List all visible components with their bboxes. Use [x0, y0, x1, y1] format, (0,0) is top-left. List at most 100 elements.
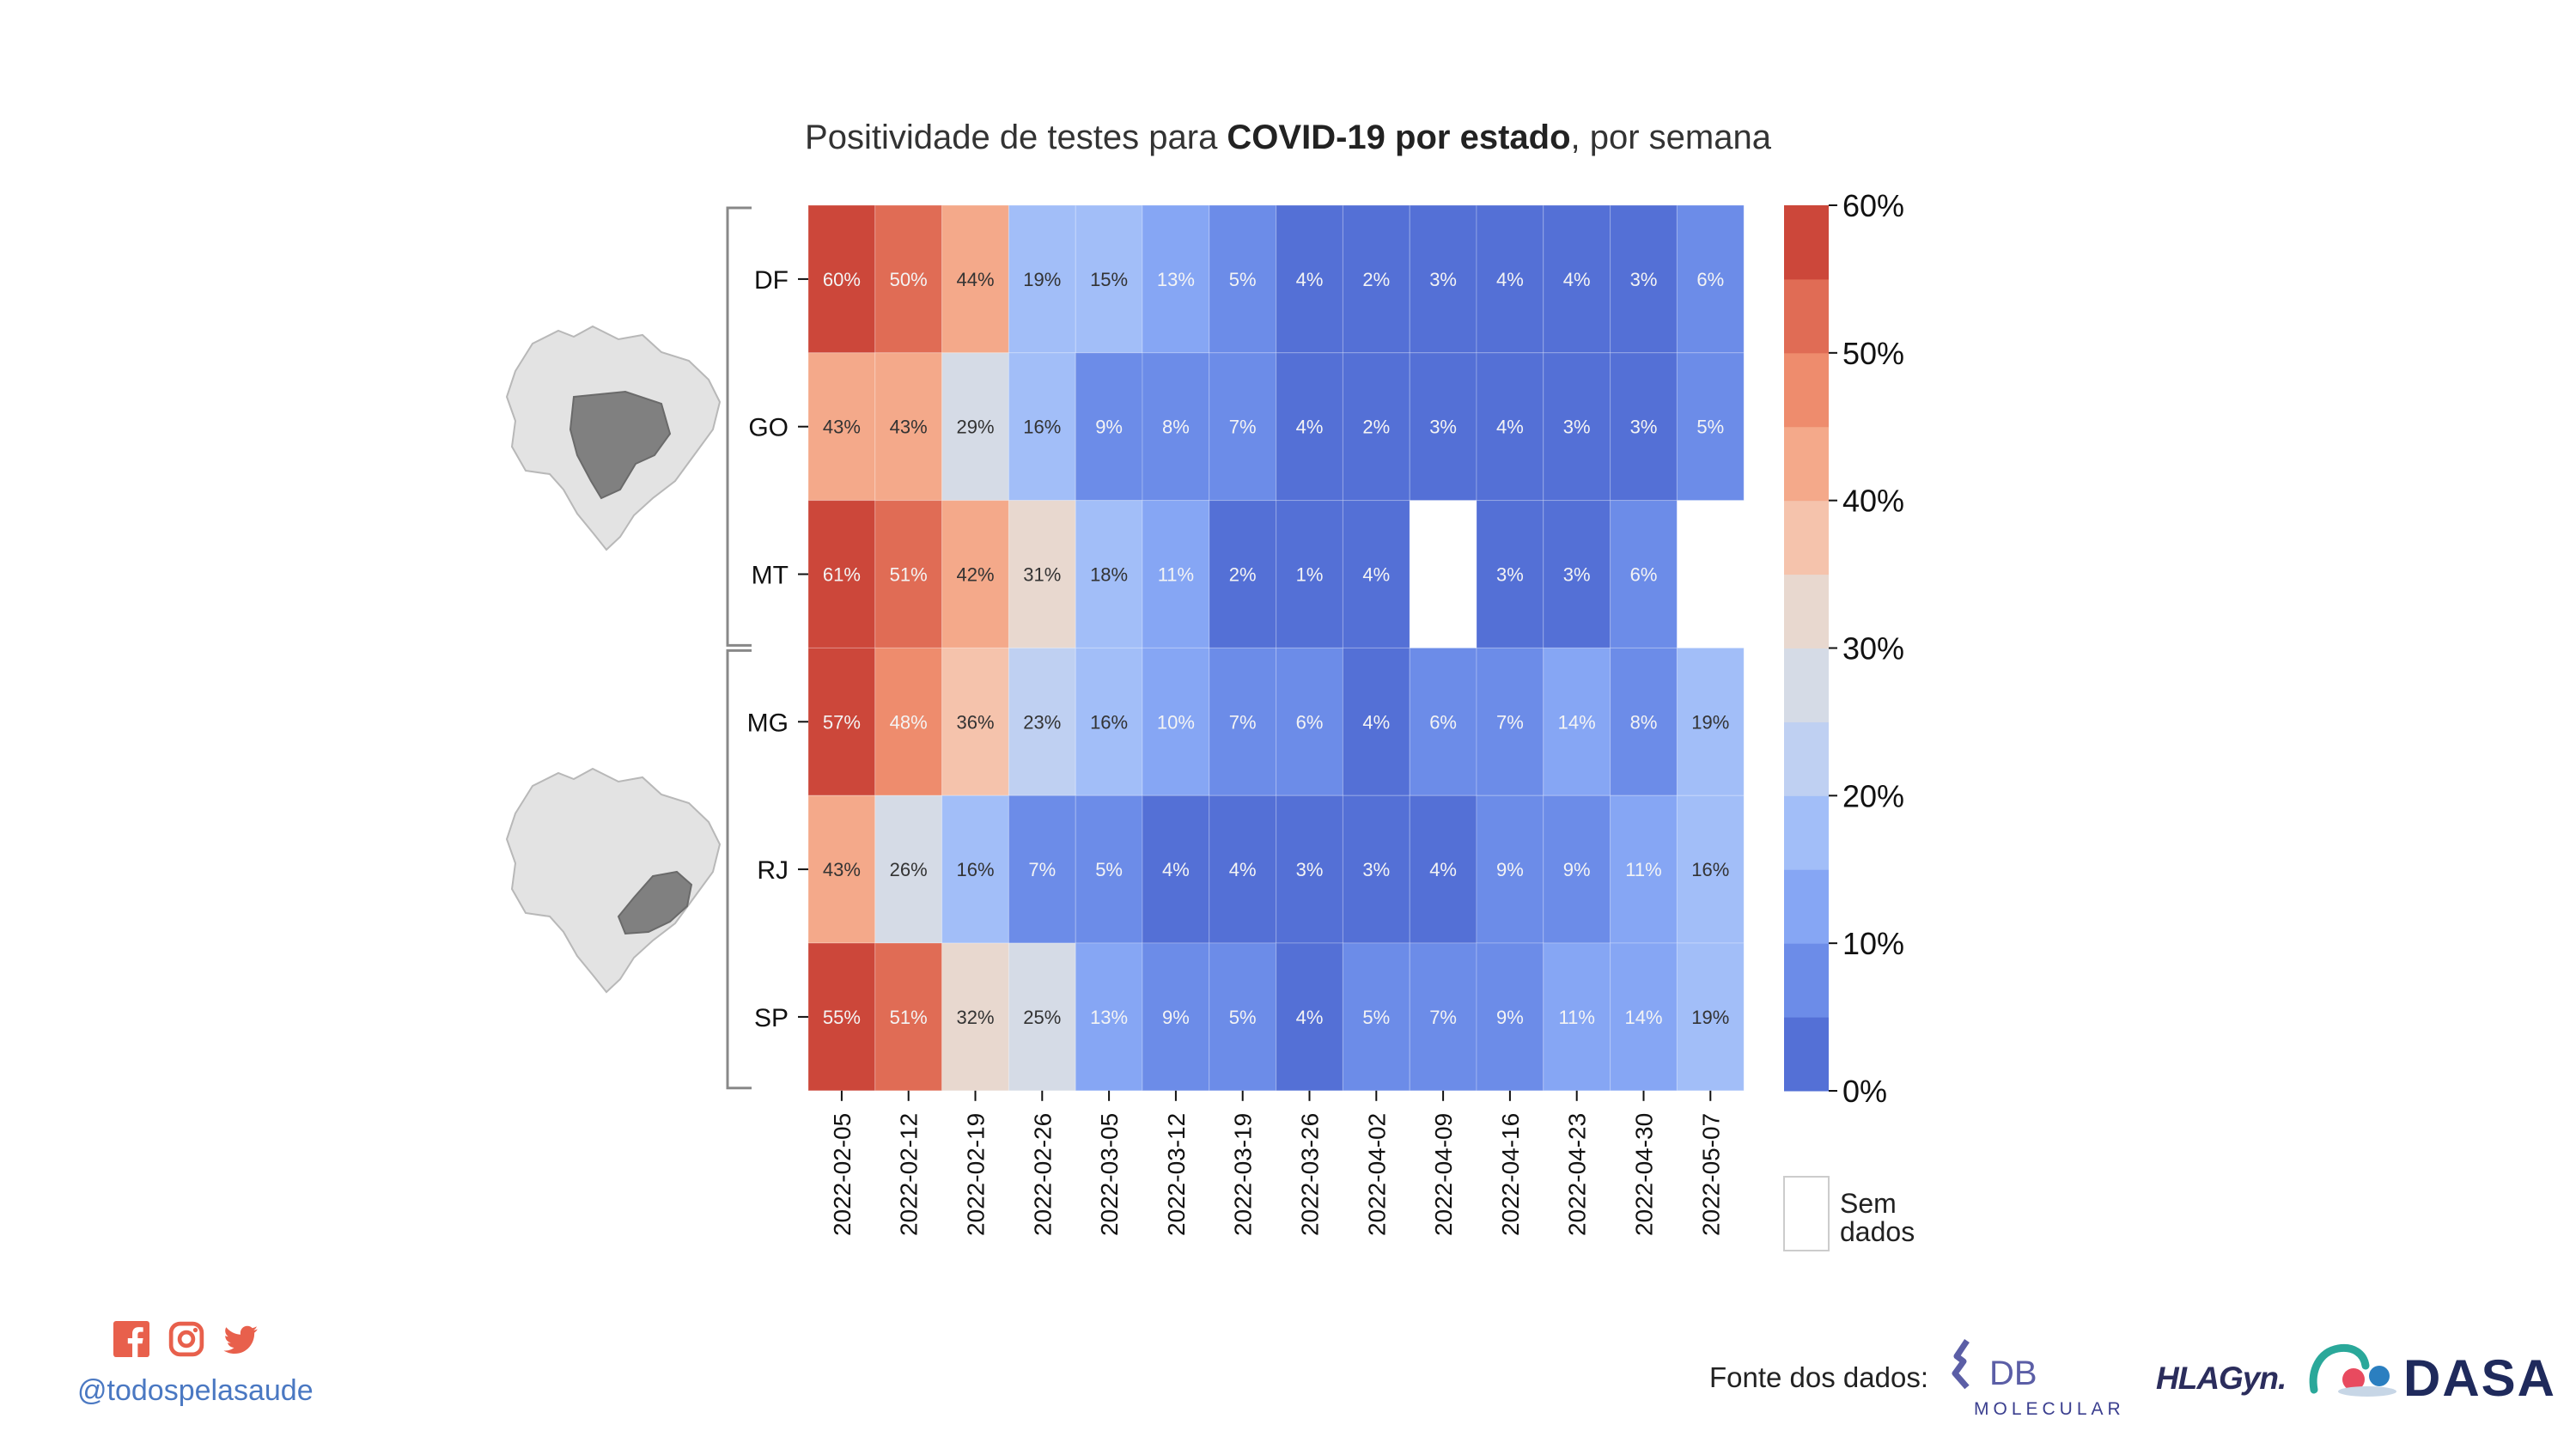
cell-label: 3%	[1429, 417, 1457, 438]
cell-label: 25%	[1023, 1007, 1061, 1028]
y-tick-label: DF	[754, 266, 789, 295]
heatmap-cell	[1342, 647, 1410, 796]
cell-label: 4%	[1296, 1007, 1324, 1028]
cell-label: 50%	[890, 269, 928, 290]
cell-label: 3%	[1563, 417, 1591, 438]
cell-label: 4%	[1496, 417, 1524, 438]
heatmap-cell	[1209, 942, 1277, 1092]
heatmap-cell	[1276, 500, 1343, 648]
facebook-icon[interactable]	[113, 1321, 149, 1357]
heatmap-cell	[1476, 500, 1544, 648]
heatmap-cell	[1209, 500, 1277, 648]
heatmap-cell	[807, 647, 876, 796]
missing-label-line: Sem	[1840, 1188, 1897, 1219]
x-tick-label: 2022-02-12	[896, 1113, 923, 1236]
cell-label: 16%	[1090, 711, 1128, 733]
cell-label: 7%	[1229, 711, 1257, 733]
heatmap-cell	[1342, 500, 1410, 648]
cell-label: 44%	[956, 269, 994, 290]
colorbar-bin	[1784, 943, 1829, 1018]
highlighted-states	[569, 390, 672, 500]
heatmap-cell	[874, 352, 943, 502]
y-tick-label: MT	[752, 562, 789, 590]
cell-label: 16%	[1023, 417, 1061, 438]
heatmap-cell	[1276, 647, 1343, 796]
heatmap-cell	[1075, 942, 1143, 1092]
colorbar: 0% 10% 20% 30% 40% 50% 60%	[1784, 188, 1904, 1109]
heatmap-cell	[807, 795, 876, 944]
heatmap-cell	[1409, 942, 1477, 1092]
heatmap-cell	[1610, 795, 1678, 944]
instagram-icon[interactable]	[168, 1321, 204, 1357]
heatmap-cell	[1476, 795, 1544, 944]
cell-label: 23%	[1023, 711, 1061, 733]
heatmap-cell	[1209, 795, 1277, 944]
x-tick-label: 2022-04-30	[1631, 1113, 1658, 1236]
cell-label: 4%	[1162, 859, 1190, 880]
region-maps	[505, 325, 722, 994]
cell-label: 4%	[1296, 269, 1324, 290]
db-molecular-mark	[1952, 1339, 1970, 1390]
heatmap-cell	[1008, 647, 1076, 796]
cell-label: 6%	[1296, 711, 1324, 733]
heatmap-cell	[1276, 352, 1343, 502]
heatmap-cell	[1209, 647, 1277, 796]
cell-label: 3%	[1563, 564, 1591, 586]
colorbar-bin	[1784, 352, 1829, 428]
colorbar-tick-label: 30%	[1842, 631, 1904, 667]
title-bold: COVID-19 por estado	[1227, 119, 1571, 156]
title-prefix: Positividade de testes para	[805, 119, 1227, 156]
x-axis: 2022-02-05 2022-02-12 2022-02-19 2022-02-26…	[829, 1090, 1724, 1236]
cell-label: 4%	[1296, 417, 1324, 438]
heatmap-cell	[874, 647, 943, 796]
cell-label: 51%	[890, 1007, 928, 1028]
colorbar-tick-label: 40%	[1842, 484, 1904, 519]
cell-label: 16%	[1691, 859, 1729, 880]
heatmap-cell	[1610, 204, 1678, 354]
heatmap-cell	[1008, 795, 1076, 944]
colorbar-tick-label: 50%	[1842, 336, 1904, 371]
heatmap-cell	[1142, 795, 1210, 944]
cell-label: 60%	[823, 269, 861, 290]
heatmap-cell	[1008, 352, 1076, 502]
cell-label: 4%	[1429, 859, 1457, 880]
heatmap-cell	[941, 204, 1009, 354]
colorbar-tick-label: 60%	[1842, 188, 1904, 223]
heatmap-cell	[1209, 204, 1277, 354]
cell-label: 5%	[1362, 1007, 1390, 1028]
heatmap-cell	[1476, 204, 1544, 354]
y-tick-label: SP	[754, 1004, 789, 1032]
cell-label: 55%	[823, 1007, 861, 1028]
cell-label: 11%	[1625, 859, 1661, 880]
cell-label: 3%	[1362, 859, 1390, 880]
heatmap-cell	[1008, 500, 1076, 648]
heatmap-cell	[807, 942, 876, 1092]
colorbar-tick-label: 0%	[1842, 1074, 1887, 1109]
cell-label: 6%	[1429, 711, 1457, 733]
heatmap-cell	[874, 500, 943, 648]
heatmap-cell	[1142, 500, 1210, 648]
missing-cell	[1677, 500, 1745, 648]
heatmap-cell	[1676, 204, 1745, 354]
cell-label: 5%	[1095, 859, 1123, 880]
colorbar-bin	[1784, 1017, 1829, 1092]
cell-label: 43%	[890, 417, 928, 438]
social-handle[interactable]: @todospelasaude	[77, 1374, 314, 1407]
cell-label: 6%	[1696, 269, 1724, 290]
cell-label: 9%	[1496, 859, 1524, 880]
twitter-icon[interactable]	[223, 1321, 259, 1357]
heatmap-cell	[1142, 647, 1210, 796]
heatmap-cell	[941, 352, 1009, 502]
heatmap-cell	[1075, 647, 1143, 796]
cell-label: 4%	[1362, 711, 1390, 733]
colorbar-bin	[1784, 795, 1829, 870]
colorbar-bin	[1784, 721, 1829, 796]
cell-label: 9%	[1095, 417, 1123, 438]
highlighted-states	[617, 870, 693, 935]
cell-label: 2%	[1362, 417, 1390, 438]
cell-label: 43%	[823, 417, 861, 438]
heatmap-cell	[1676, 647, 1745, 796]
colorbar-tick-label: 20%	[1842, 778, 1904, 813]
cell-label: 36%	[956, 711, 994, 733]
